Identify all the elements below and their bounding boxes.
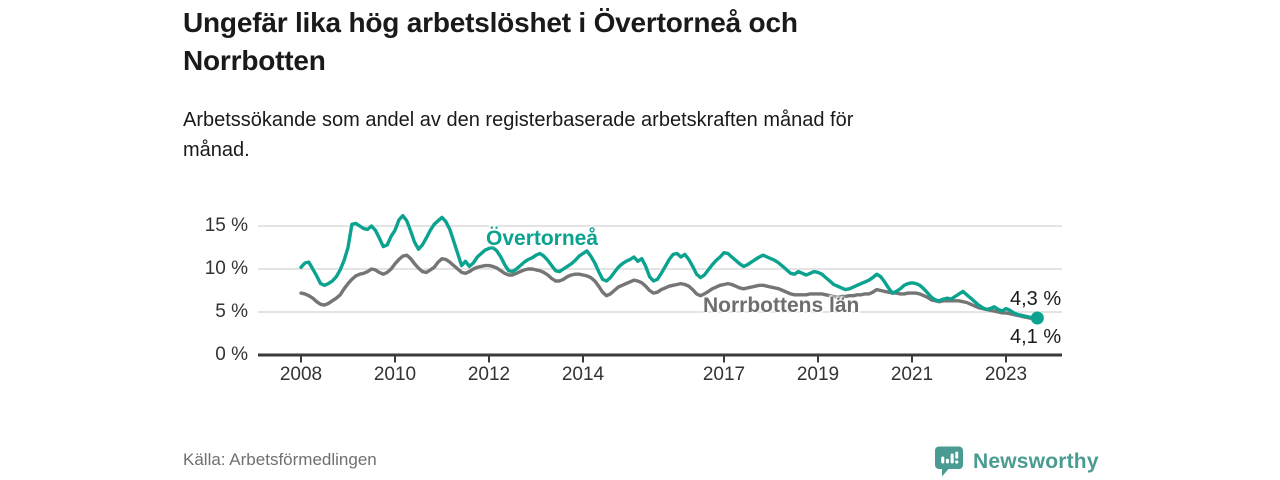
chart-title-line-1: Ungefär lika hög arbetslöshet i Övertorn…: [183, 7, 798, 38]
chart-title-line-2: Norrbotten: [183, 45, 326, 76]
series-line-norrbottens-l-n: [299, 253, 1040, 322]
x-tick-label-2019: 2019: [796, 364, 840, 385]
y-tick-label-15%: 15 %: [204, 215, 248, 236]
source-note: Källa: Arbetsförmedlingen: [183, 450, 377, 469]
chart-title: Ungefär lika hög arbetslöshet i Övertorn…: [183, 4, 1043, 80]
chart-subtitle-line-2: månad.: [183, 139, 250, 161]
series-label-overtornea: Övertorneå: [486, 227, 599, 250]
x-tick-label-2012: 2012: [467, 364, 511, 385]
x-tick-label-2010: 2010: [373, 364, 417, 385]
series-line--vertorne-: [299, 213, 1040, 320]
end-value-norrbotten: 4,1 %: [1010, 326, 1062, 348]
x-tick-label-2021: 2021: [890, 364, 934, 385]
newsworthy-logo-icon: [934, 445, 964, 478]
end-value-overtornea: 4,3 %: [1010, 288, 1062, 310]
y-tick-label-0%: 0 %: [215, 344, 248, 365]
series-label-norrbotten: Norrbottens län: [703, 294, 860, 317]
x-tick-label-2008: 2008: [279, 364, 323, 385]
chart-subtitle-line-1: Arbetssökande som andel av den registerb…: [183, 109, 854, 131]
y-tick-label-10%: 10 %: [204, 258, 248, 279]
y-tick-label-5%: 5 %: [215, 301, 248, 322]
x-tick-label-2017: 2017: [702, 364, 746, 385]
x-tick-label-2014: 2014: [561, 364, 605, 385]
x-tick-label-2023: 2023: [984, 364, 1028, 385]
newsworthy-wordmark: Newsworthy: [973, 449, 1099, 473]
series-end-dot: [1030, 311, 1044, 325]
chart-subtitle: Arbetssökande som andel av den registerb…: [183, 105, 1053, 165]
newsworthy-brand: Newsworthy: [934, 445, 1099, 478]
